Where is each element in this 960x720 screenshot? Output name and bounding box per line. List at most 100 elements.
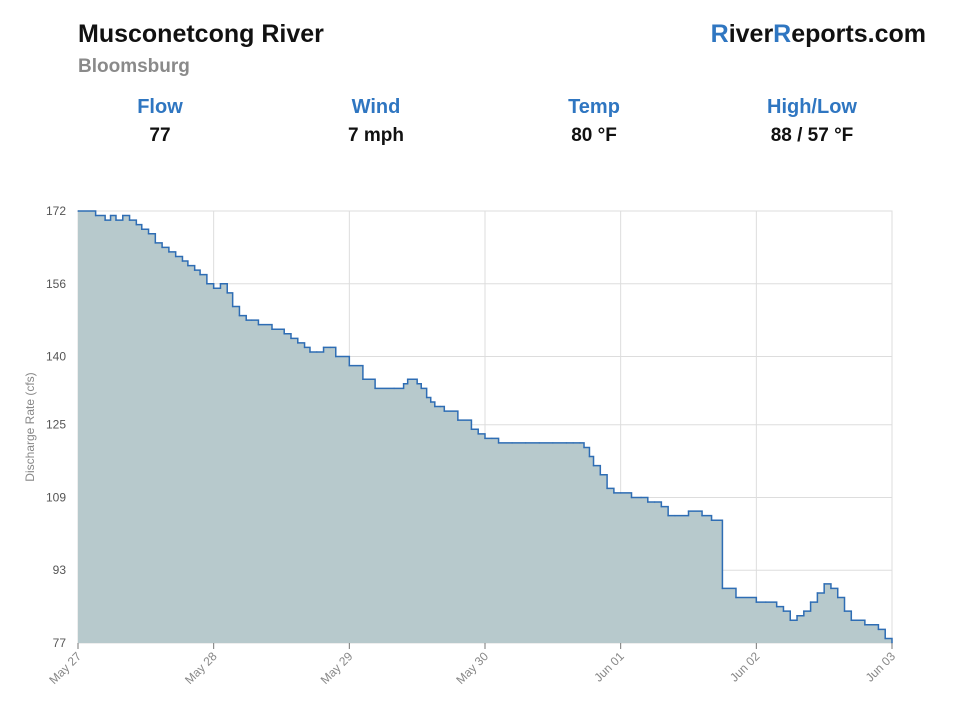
location-subtitle: Bloomsburg bbox=[78, 56, 190, 77]
data-point bbox=[187, 264, 189, 267]
data-point bbox=[406, 378, 409, 381]
y-tick-label: 172 bbox=[46, 204, 66, 218]
data-point bbox=[374, 387, 376, 390]
data-point bbox=[303, 346, 306, 349]
stat-flow-label: Flow bbox=[137, 96, 183, 118]
river-title: Musconetcong River bbox=[78, 20, 324, 48]
data-point bbox=[104, 219, 106, 221]
stat-temp: Temp 80 °F bbox=[494, 96, 694, 147]
data-point bbox=[181, 260, 184, 262]
data-point bbox=[599, 473, 602, 476]
data-point bbox=[219, 282, 222, 285]
data-point bbox=[420, 387, 423, 390]
data-point bbox=[477, 433, 480, 435]
data-point bbox=[490, 437, 493, 440]
data-point bbox=[630, 496, 633, 499]
stat-temp-value: 80 °F bbox=[571, 125, 617, 146]
data-point bbox=[552, 442, 554, 444]
stat-wind-label: Wind bbox=[351, 96, 401, 118]
data-point bbox=[687, 510, 690, 512]
x-tick-label: Jun 02 bbox=[727, 649, 763, 685]
data-point bbox=[434, 405, 436, 408]
data-point bbox=[226, 292, 229, 294]
data-point bbox=[425, 396, 428, 399]
site-logo[interactable]: RiverReports.com bbox=[711, 20, 926, 49]
logo-text-part1: iver bbox=[728, 20, 774, 48]
data-point bbox=[647, 501, 649, 503]
data-point bbox=[334, 355, 337, 358]
stat-flow: Flow 77 bbox=[60, 96, 260, 147]
discharge-area bbox=[78, 211, 892, 643]
data-point bbox=[154, 242, 157, 244]
stat-temp-label: Temp bbox=[568, 96, 620, 118]
data-point bbox=[147, 232, 150, 235]
x-tick-label: May 27 bbox=[46, 649, 84, 687]
data-point bbox=[206, 282, 208, 285]
data-point bbox=[850, 619, 853, 622]
data-point bbox=[140, 228, 143, 230]
data-point bbox=[613, 492, 615, 494]
data-point bbox=[470, 428, 473, 431]
data-point bbox=[884, 637, 887, 640]
data-point bbox=[765, 601, 767, 603]
y-tick-label: 109 bbox=[46, 490, 66, 504]
data-point bbox=[135, 223, 138, 226]
data-point bbox=[796, 614, 798, 617]
data-point bbox=[322, 346, 325, 349]
data-point bbox=[775, 605, 778, 608]
data-point bbox=[830, 587, 832, 590]
data-point bbox=[606, 487, 608, 490]
data-point bbox=[439, 405, 442, 408]
y-tick-label: 140 bbox=[46, 350, 66, 364]
data-point bbox=[836, 596, 839, 599]
data-point bbox=[484, 437, 486, 440]
data-point bbox=[128, 219, 131, 221]
data-point bbox=[538, 442, 541, 444]
data-point bbox=[416, 383, 418, 385]
data-point bbox=[429, 401, 432, 403]
data-point bbox=[572, 442, 574, 444]
data-point bbox=[443, 410, 446, 412]
data-point bbox=[290, 337, 292, 340]
stat-wind: Wind 7 mph bbox=[276, 96, 476, 147]
x-tick-label: Jun 01 bbox=[591, 649, 627, 685]
data-point bbox=[667, 514, 669, 517]
data-point bbox=[109, 214, 112, 217]
data-point bbox=[94, 214, 97, 217]
data-point bbox=[511, 442, 513, 444]
stat-highlow-value: 88 / 57 °F bbox=[770, 125, 854, 146]
x-tick-label: Jun 03 bbox=[863, 649, 899, 685]
y-tick-label: 77 bbox=[53, 636, 67, 650]
data-point bbox=[329, 346, 332, 349]
data-point bbox=[823, 583, 825, 585]
data-point bbox=[497, 442, 500, 444]
y-tick-label: 125 bbox=[46, 418, 66, 432]
y-tick-label: 93 bbox=[53, 563, 67, 577]
series-layer bbox=[77, 210, 893, 644]
data-point bbox=[168, 251, 170, 253]
x-tick-label: May 28 bbox=[182, 649, 220, 687]
data-point bbox=[721, 587, 724, 590]
data-point bbox=[412, 378, 414, 381]
data-point bbox=[315, 351, 318, 353]
data-point bbox=[362, 378, 364, 381]
x-tick-label: May 29 bbox=[318, 649, 356, 687]
data-point bbox=[212, 287, 215, 290]
data-point bbox=[283, 332, 286, 335]
data-point bbox=[864, 624, 866, 626]
data-point bbox=[161, 246, 163, 249]
data-point bbox=[782, 610, 785, 612]
data-point bbox=[843, 610, 846, 612]
data-point bbox=[121, 214, 124, 217]
stat-wind-value: 7 mph bbox=[348, 125, 404, 146]
data-point bbox=[250, 319, 253, 321]
data-point bbox=[877, 628, 880, 631]
stat-highlow-label: High/Low bbox=[767, 96, 857, 118]
data-point bbox=[199, 273, 201, 276]
data-point bbox=[701, 514, 703, 517]
logo-text-part2: eports.com bbox=[791, 20, 926, 48]
data-point bbox=[238, 314, 241, 317]
data-point bbox=[803, 610, 805, 612]
data-point bbox=[735, 596, 737, 599]
stat-highlow: High/Low 88 / 57 °F bbox=[712, 96, 912, 147]
